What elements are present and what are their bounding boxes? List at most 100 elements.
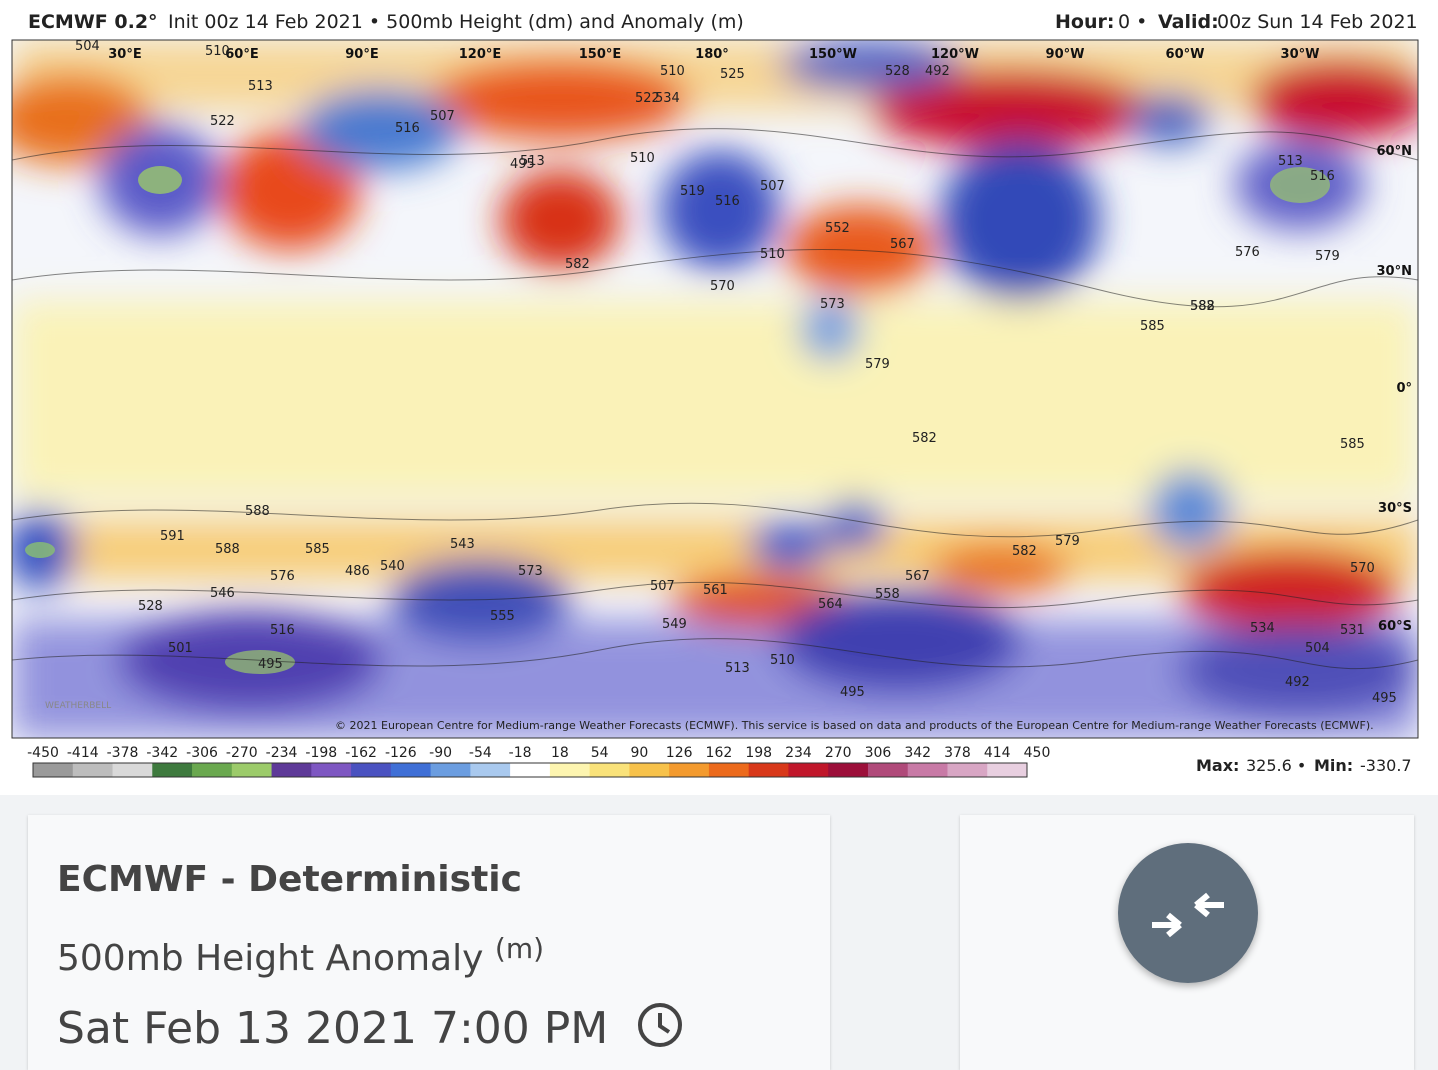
map-panel: ECMWF 0.2° Init 00z 14 Feb 2021 • 500mb … <box>0 0 1438 795</box>
contour-label: 588 <box>245 504 270 519</box>
contour-label: 531 <box>1340 623 1365 638</box>
hour-label: Hour: <box>1055 11 1114 33</box>
card-subtitle: 500mb Height Anomaly <box>57 938 484 979</box>
card-title: ECMWF - Deterministic <box>57 859 522 900</box>
colorbar-swatch <box>470 763 511 777</box>
latitude-label: 30°S <box>1378 501 1412 516</box>
colorbar-tick-label: 306 <box>865 745 892 761</box>
colorbar-swatch <box>271 763 312 777</box>
contour-label: 576 <box>1235 245 1260 260</box>
longitude-label: 30°W <box>1281 47 1320 62</box>
colorbar-swatch <box>987 763 1028 777</box>
contour-label: 522 <box>210 114 235 129</box>
colorbar-tick-label: 126 <box>666 745 693 761</box>
map-figure: ECMWF 0.2° Init 00z 14 Feb 2021 • 500mb … <box>11 11 1419 778</box>
longitude-label: 180° <box>695 47 729 62</box>
max-label: Max: <box>1196 756 1239 775</box>
colorbar-tick-label: -162 <box>345 745 377 761</box>
contour-label: 495 <box>510 157 535 172</box>
colorbar-swatch <box>788 763 829 777</box>
contour-label: 516 <box>270 623 295 638</box>
contour-label: 543 <box>450 537 475 552</box>
contour-label: 510 <box>205 44 230 59</box>
contour-label: 504 <box>75 39 100 54</box>
colorbar-swatch <box>430 763 471 777</box>
colorbar-tick-label: -54 <box>469 745 492 761</box>
colorbar-swatch <box>748 763 789 777</box>
contour-label: 528 <box>885 64 910 79</box>
contour-label: 495 <box>840 685 865 700</box>
colorbar-swatch <box>867 763 909 777</box>
colorbar-swatch <box>152 763 193 777</box>
contour-label: 579 <box>865 357 890 372</box>
colorbar-tick-label: -198 <box>305 745 337 761</box>
contour-label: 516 <box>1310 169 1335 184</box>
contour-label: 507 <box>760 179 785 194</box>
contour-label: 492 <box>925 64 950 79</box>
contour-label: 510 <box>770 653 795 668</box>
colorbar-tick-label: 450 <box>1024 745 1051 761</box>
colorbar-swatch <box>589 763 630 777</box>
header-model: ECMWF 0.2° <box>28 11 158 33</box>
contour-label: 540 <box>380 559 405 574</box>
contour-label: 588 <box>215 542 240 557</box>
colorbar-swatch <box>33 763 74 777</box>
colorbar-swatch <box>390 763 432 777</box>
longitude-label: 60°W <box>1166 47 1205 62</box>
colorbar-tick-label: -378 <box>107 745 139 761</box>
contour-label: 495 <box>1372 691 1397 706</box>
contour-label: 549 <box>662 617 687 632</box>
contour-label: 510 <box>660 64 685 79</box>
contour-label: 564 <box>818 597 843 612</box>
colorbar-swatch <box>669 763 710 777</box>
colorbar-swatch <box>192 763 233 777</box>
colorbar-swatch <box>311 763 352 777</box>
colorbar-tick-label: -18 <box>509 745 532 761</box>
colorbar-tick-label: 90 <box>630 745 648 761</box>
contour-label: 513 <box>248 79 273 94</box>
contour-label: 582 <box>912 431 937 446</box>
contour-label: 582 <box>1012 544 1037 559</box>
colorbar-tick-label: -342 <box>146 745 178 761</box>
colorbar-swatch <box>828 763 869 777</box>
compare-button[interactable] <box>1118 843 1258 983</box>
colorbar-tick-label: -90 <box>429 745 452 761</box>
contour-label: 552 <box>825 221 850 236</box>
hour: 0 • <box>1118 11 1147 33</box>
colorbar-swatch <box>72 763 114 777</box>
longitude-label: 90°W <box>1046 47 1085 62</box>
contour-label: 513 <box>520 154 545 169</box>
colorbar-tick-label: 378 <box>944 745 971 761</box>
colorbar-swatch <box>629 763 670 777</box>
colorbar-tick-label: -414 <box>67 745 99 761</box>
contour-label: 519 <box>680 184 705 199</box>
map-border <box>11 39 1419 739</box>
copyright: © 2021 European Centre for Medium-range … <box>335 719 1374 732</box>
contour-label: 525 <box>720 67 745 82</box>
map-labels: 30°E 60°E 90°E 120°E 150°E 180° 150°W 120°W 90°W… <box>75 39 1412 706</box>
contour-label: 501 <box>168 641 193 656</box>
colorbar-tick-label: 342 <box>904 745 931 761</box>
contour-label: 573 <box>518 564 543 579</box>
contour-label: 558 <box>875 587 900 602</box>
longitude-label: 150°W <box>809 47 857 62</box>
contour-label: 582 <box>1190 299 1215 314</box>
card-subtitle-row: 500mb Height Anomaly (m) <box>57 932 544 979</box>
longitude-label: 150°E <box>579 47 622 62</box>
colorbar-swatch <box>351 763 392 777</box>
contour-label: 585 <box>1340 437 1365 452</box>
contour-label: 513 <box>725 661 750 676</box>
contour-label: 546 <box>210 586 235 601</box>
contour-label: 567 <box>905 569 930 584</box>
colorbar-tick-label: 198 <box>745 745 772 761</box>
contour-label: 582 <box>565 257 590 272</box>
longitude-label: 90°E <box>345 47 378 62</box>
colorbar-swatch <box>510 763 551 777</box>
contour-label: 585 <box>1140 319 1165 334</box>
max: 325.6 • <box>1246 756 1306 775</box>
contour-label: 522 <box>635 91 660 106</box>
longitude-label: 60°E <box>225 47 258 62</box>
card-unit: (m) <box>494 932 545 965</box>
clock-icon[interactable] <box>636 1001 684 1049</box>
colorbar-border <box>32 762 1028 778</box>
